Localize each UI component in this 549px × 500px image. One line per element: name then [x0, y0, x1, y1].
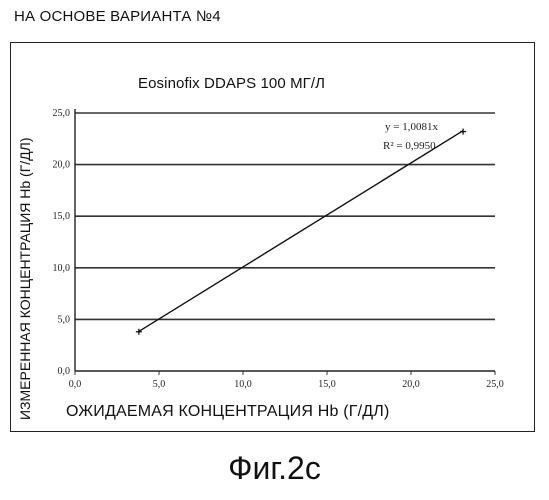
x-tick-label: 0,0 [69, 379, 82, 390]
y-tick-label: 25,0 [53, 108, 71, 119]
y-axis-label: ИЗМЕРЕННАЯ КОНЦЕНТРАЦИЯ Hb (Г/ДЛ) [17, 137, 33, 420]
tick-labels: 0,0 5,0 10,0 15,0 20,0 25,0 0,0 5,0 10,0 15,0 20,0… [53, 108, 504, 390]
trendline-group [139, 131, 463, 332]
y-tick-label: 15,0 [53, 211, 71, 222]
r-squared-value: R² = 0,9950 [383, 140, 436, 152]
y-tick-label: 0,0 [58, 366, 71, 377]
regression-annotations: y = 1,0081x R² = 0,9950 [383, 121, 438, 152]
x-tick-label: 15,0 [318, 379, 336, 390]
chart-title: Eosinofix DDAPS 100 МГ/Л [138, 75, 325, 92]
x-tick-label: 10,0 [234, 379, 252, 390]
data-point [460, 129, 466, 135]
x-tick-label: 20,0 [402, 379, 420, 390]
trendline-equation: y = 1,0081x [385, 121, 438, 133]
x-axis-label: ОЖИДАЕМАЯ КОНЦЕНТРАЦИЯ Hb (Г/ДЛ) [66, 403, 390, 421]
trendline [139, 131, 463, 332]
y-tick-label: 5,0 [58, 314, 71, 325]
x-tick-label: 25,0 [486, 379, 504, 390]
y-tick-label: 10,0 [53, 263, 71, 274]
figure-caption: Фиг.2с [0, 450, 549, 487]
y-tick-label: 20,0 [53, 160, 71, 171]
x-tick-label: 5,0 [153, 379, 166, 390]
